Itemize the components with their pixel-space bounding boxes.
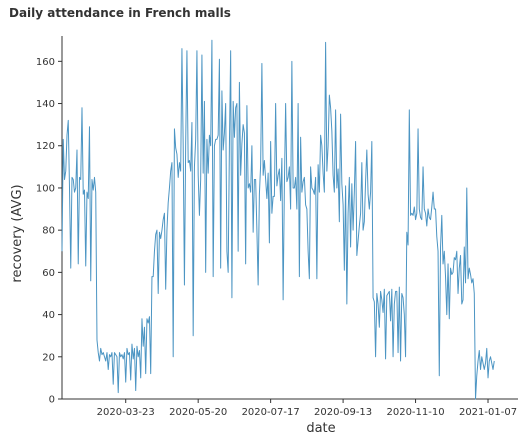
y-tick-label: 40 <box>42 310 55 321</box>
series-line <box>61 39 495 400</box>
y-tick-label: 100 <box>36 183 55 194</box>
plot-area <box>61 39 495 400</box>
y-tick-label: 160 <box>36 57 55 68</box>
x-tick-label: 2020-05-20 <box>169 407 227 418</box>
y-tick-label: 80 <box>42 226 55 237</box>
chart-title: Daily attendance in French malls <box>9 6 231 20</box>
x-tick-label: 2020-03-23 <box>97 407 155 418</box>
y-tick-label: 120 <box>36 141 55 152</box>
x-axis-label: date <box>306 421 335 436</box>
y-tick-label: 140 <box>36 99 55 110</box>
y-tick-label: 0 <box>49 395 55 406</box>
x-tick-label: 2020-09-13 <box>314 407 372 418</box>
x-tick-label: 2021-01-07 <box>459 407 517 418</box>
y-axis-label: recovery (AVG) <box>10 184 25 282</box>
x-tick-label: 2020-11-10 <box>386 407 444 418</box>
tick-labels: 0 20 40 60 80 100 120 140 160 2020-03-23 2020-05-2… <box>36 57 517 418</box>
y-tick-label: 20 <box>42 352 55 363</box>
x-tick-label: 2020-07-17 <box>242 407 300 418</box>
y-tick-label: 60 <box>42 268 55 279</box>
